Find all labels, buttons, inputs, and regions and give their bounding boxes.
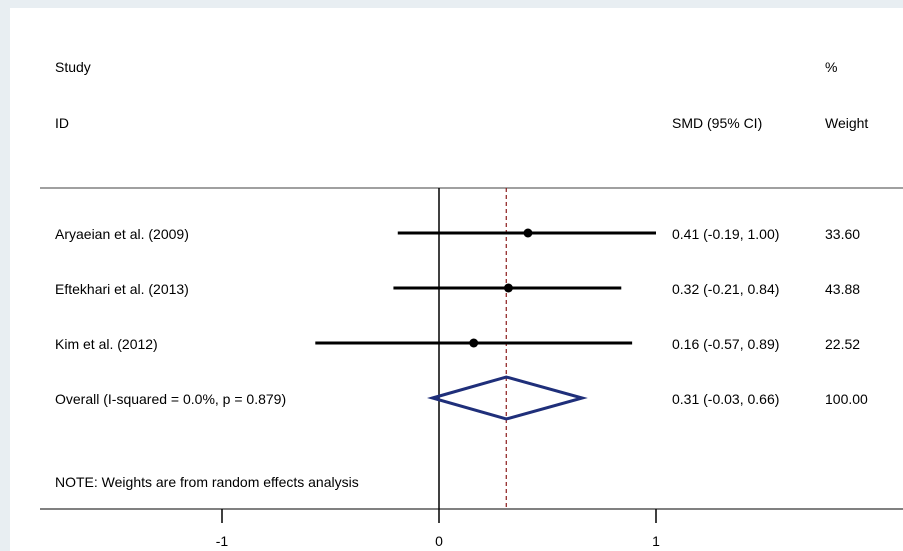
- study-weight: 22.52: [825, 336, 860, 352]
- study-label: Aryaeian et al. (2009): [55, 226, 189, 242]
- forest-plot: Study ID SMD (95% CI) % Weight Aryaeian …: [40, 59, 903, 549]
- study-weight: 33.60: [825, 226, 860, 242]
- weights-note: NOTE: Weights are from random effects an…: [55, 474, 359, 490]
- overall-label: Overall (I-squared = 0.0%, p = 0.879): [55, 391, 286, 407]
- study-weight: 43.88: [825, 281, 860, 297]
- x-axis-ticks: -1 0 1: [216, 509, 660, 549]
- overall-diamond: [427, 375, 588, 421]
- forest-plot-panel: Study ID SMD (95% CI) % Weight Aryaeian …: [10, 8, 903, 551]
- study-label: Kim et al. (2012): [55, 336, 158, 352]
- header-weight-symbol: %: [825, 59, 837, 75]
- point-estimate: [523, 228, 533, 238]
- header-study: Study: [55, 59, 91, 75]
- point-estimate: [469, 338, 479, 348]
- study-row-2: Eftekhari et al. (2013) 0.32 (-0.21, 0.8…: [55, 281, 860, 297]
- study-ci-text: 0.41 (-0.19, 1.00): [672, 226, 779, 242]
- x-tick-label: 1: [652, 533, 660, 549]
- study-ci-text: 0.32 (-0.21, 0.84): [672, 281, 779, 297]
- point-estimate: [503, 283, 513, 293]
- x-tick-label: -1: [216, 533, 229, 549]
- study-label: Eftekhari et al. (2013): [55, 281, 189, 297]
- x-tick-label: 0: [435, 533, 443, 549]
- header-id: ID: [55, 115, 69, 131]
- header-effect: SMD (95% CI): [672, 115, 762, 131]
- overall-weight: 100.00: [825, 391, 868, 407]
- overall-row: Overall (I-squared = 0.0%, p = 0.879) 0.…: [55, 375, 868, 421]
- study-row-1: Aryaeian et al. (2009) 0.41 (-0.19, 1.00…: [55, 226, 860, 242]
- study-ci-text: 0.16 (-0.57, 0.89): [672, 336, 779, 352]
- header-weight: Weight: [825, 115, 868, 131]
- overall-ci-text: 0.31 (-0.03, 0.66): [672, 391, 779, 407]
- study-row-3: Kim et al. (2012) 0.16 (-0.57, 0.89) 22.…: [55, 336, 860, 352]
